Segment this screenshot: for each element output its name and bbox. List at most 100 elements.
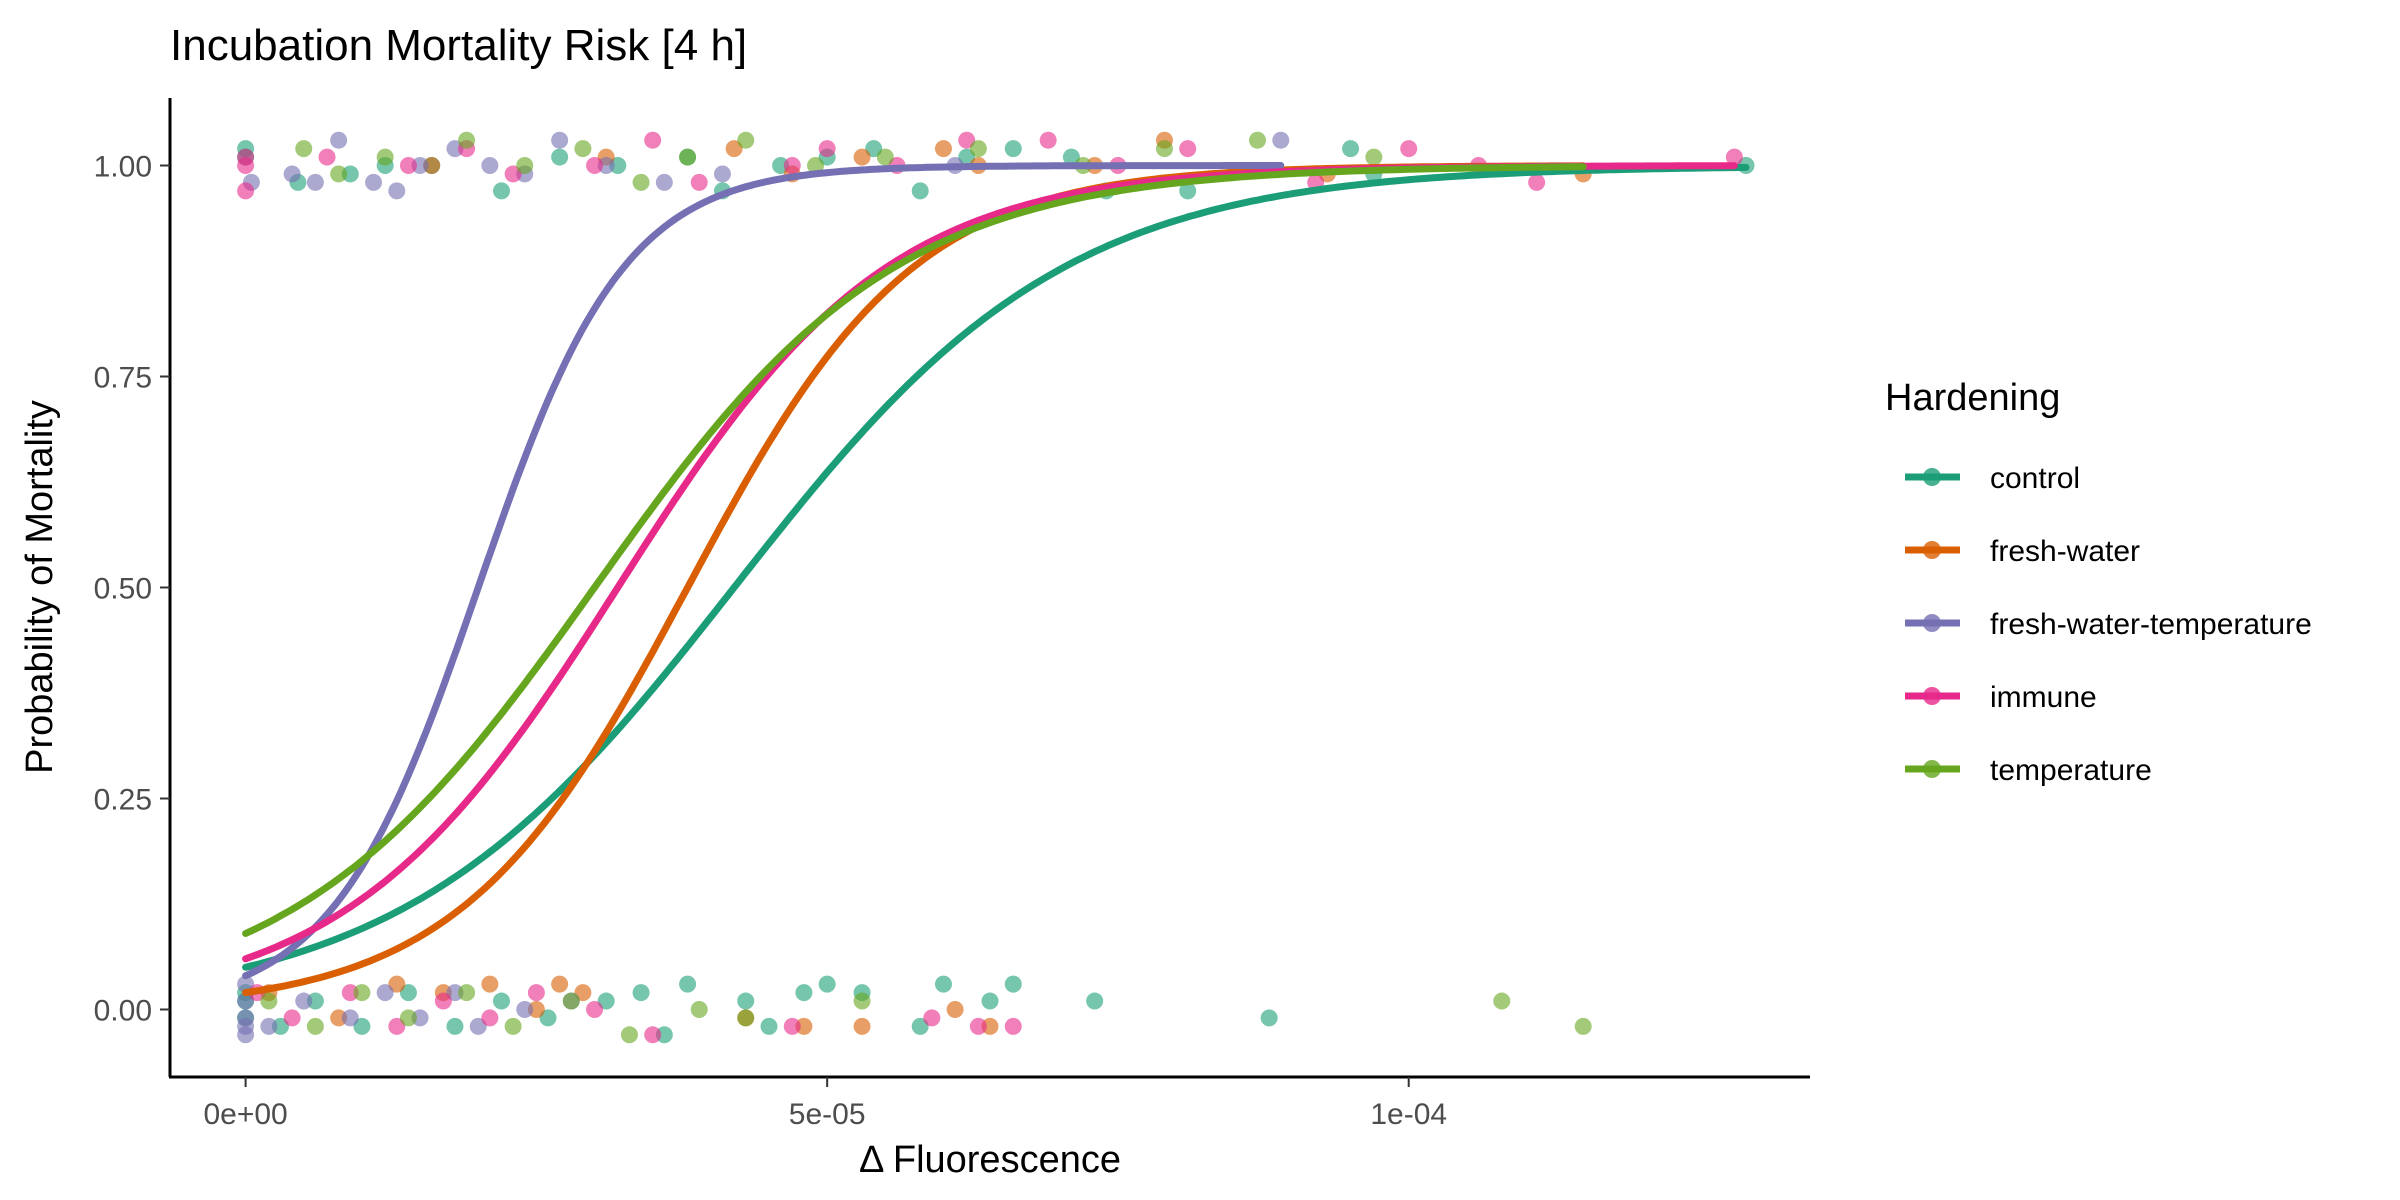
data-point-fresh-water-temperature <box>655 173 673 191</box>
data-point-control <box>934 975 952 993</box>
data-point-immune <box>283 1009 301 1027</box>
data-point-fresh-water-temperature <box>376 984 394 1002</box>
data-point-immune <box>586 1000 604 1018</box>
data-point-immune <box>481 1009 499 1027</box>
data-point-control <box>492 992 510 1010</box>
data-point-fresh-water <box>551 975 569 993</box>
data-point-fresh-water <box>481 975 499 993</box>
data-point-immune <box>969 1017 987 1035</box>
data-point-fresh-water-temperature <box>411 1009 429 1027</box>
legend-key-point <box>1923 687 1941 705</box>
data-point-fresh-water-temperature <box>295 992 313 1010</box>
data-point-temperature <box>353 984 371 1002</box>
data-point-fresh-water <box>853 1017 871 1035</box>
data-point-immune <box>644 131 662 149</box>
data-point-control <box>911 182 929 200</box>
x-axis-ticks: 0e+00 5e-05 1e-04 <box>203 1077 1447 1131</box>
data-point-fresh-water <box>795 1017 813 1035</box>
data-point-temperature <box>516 157 534 175</box>
data-point-temperature <box>458 131 476 149</box>
data-point-control <box>737 992 755 1010</box>
legend-label-fresh-water-temperature: fresh-water-temperature <box>1990 608 2312 641</box>
data-point-temperature <box>1365 148 1383 166</box>
data-point-immune <box>399 157 417 175</box>
data-point-fresh-water <box>946 1000 964 1018</box>
y-axis-title: Probability of Mortality <box>19 400 61 774</box>
x-tick-label: 1e-04 <box>1370 1098 1447 1131</box>
data-point-immune <box>783 157 801 175</box>
data-point-control <box>1260 1009 1278 1027</box>
data-point-temperature <box>1574 1017 1592 1035</box>
data-point-immune <box>923 1009 941 1027</box>
data-point-control <box>306 992 324 1010</box>
legend-key-point <box>1923 760 1941 778</box>
data-point-immune <box>237 182 255 200</box>
y-tick-label: 0.50 <box>94 573 152 606</box>
chart-title: Incubation Mortality Risk [4 h] <box>170 21 747 70</box>
data-point-fresh-water <box>330 1009 348 1027</box>
data-point-fresh-water-temperature <box>551 131 569 149</box>
y-tick-label: 0.00 <box>94 994 152 1027</box>
legend-label-immune: immune <box>1990 681 2097 714</box>
legend-key-point <box>1923 614 1941 632</box>
legend-items: control fresh-water fresh-water-temperatur… <box>1905 462 2312 787</box>
fit-line-fresh-water-temperature <box>242 162 1285 980</box>
data-point-temperature <box>306 1017 324 1035</box>
data-point-fresh-water <box>853 148 871 166</box>
data-point-immune <box>341 984 359 1002</box>
data-point-immune <box>434 992 452 1010</box>
y-tick-label: 1.00 <box>94 151 152 184</box>
data-point-temperature <box>504 1017 522 1035</box>
data-point-temperature <box>737 1009 755 1027</box>
y-tick-label: 0.75 <box>94 362 152 395</box>
legend-label-control: control <box>1990 462 2080 495</box>
data-point-control <box>795 984 813 1002</box>
data-point-immune <box>818 140 836 158</box>
fit-line-temperature <box>242 163 1587 937</box>
data-point-control <box>1004 140 1022 158</box>
legend: Hardening control fresh-water fresh-water-… <box>1885 377 2312 787</box>
data-point-immune <box>1004 1017 1022 1035</box>
data-point-temperature <box>1155 140 1173 158</box>
data-point-temperature <box>807 157 825 175</box>
data-point-fresh-water-temperature <box>597 157 615 175</box>
data-point-control <box>655 1026 673 1044</box>
data-point-immune <box>783 1017 801 1035</box>
data-point-fresh-water <box>934 140 952 158</box>
legend-label-temperature: temperature <box>1990 754 2152 787</box>
data-point-temperature <box>853 992 871 1010</box>
fit-line-fresh-water <box>242 162 1587 997</box>
data-point-control <box>632 984 650 1002</box>
data-point-fresh-water-temperature <box>260 1017 278 1035</box>
data-point-fresh-water-temperature <box>237 1026 255 1044</box>
data-point-fresh-water-temperature <box>341 1009 359 1027</box>
data-point-fresh-water <box>527 1000 545 1018</box>
data-point-temperature <box>574 140 592 158</box>
data-point-temperature <box>376 148 394 166</box>
data-point-control <box>679 975 697 993</box>
data-point-temperature <box>562 992 580 1010</box>
data-point-fresh-water-temperature <box>1272 131 1290 149</box>
data-point-fresh-water-temperature <box>481 157 499 175</box>
data-point-fresh-water-temperature <box>388 182 406 200</box>
data-point-control <box>1004 975 1022 993</box>
data-point-fresh-water <box>423 157 441 175</box>
data-point-immune <box>1400 140 1418 158</box>
data-point-control <box>492 182 510 200</box>
data-point-control <box>551 148 569 166</box>
data-point-fresh-water-temperature <box>330 131 348 149</box>
data-point-control <box>1086 992 1104 1010</box>
data-point-temperature <box>737 131 755 149</box>
legend-title: Hardening <box>1885 377 2060 419</box>
data-point-temperature <box>679 148 697 166</box>
scatter-points <box>237 131 1755 1044</box>
legend-key-point <box>1923 468 1941 486</box>
data-point-fresh-water <box>981 1017 999 1035</box>
data-point-control <box>981 992 999 1010</box>
data-point-immune <box>1528 173 1546 191</box>
legend-label-fresh-water: fresh-water <box>1990 535 2140 568</box>
data-point-control <box>341 165 359 183</box>
data-point-immune <box>644 1026 662 1044</box>
y-axis-ticks: 0.00 0.25 0.50 0.75 1.00 <box>94 151 170 1027</box>
